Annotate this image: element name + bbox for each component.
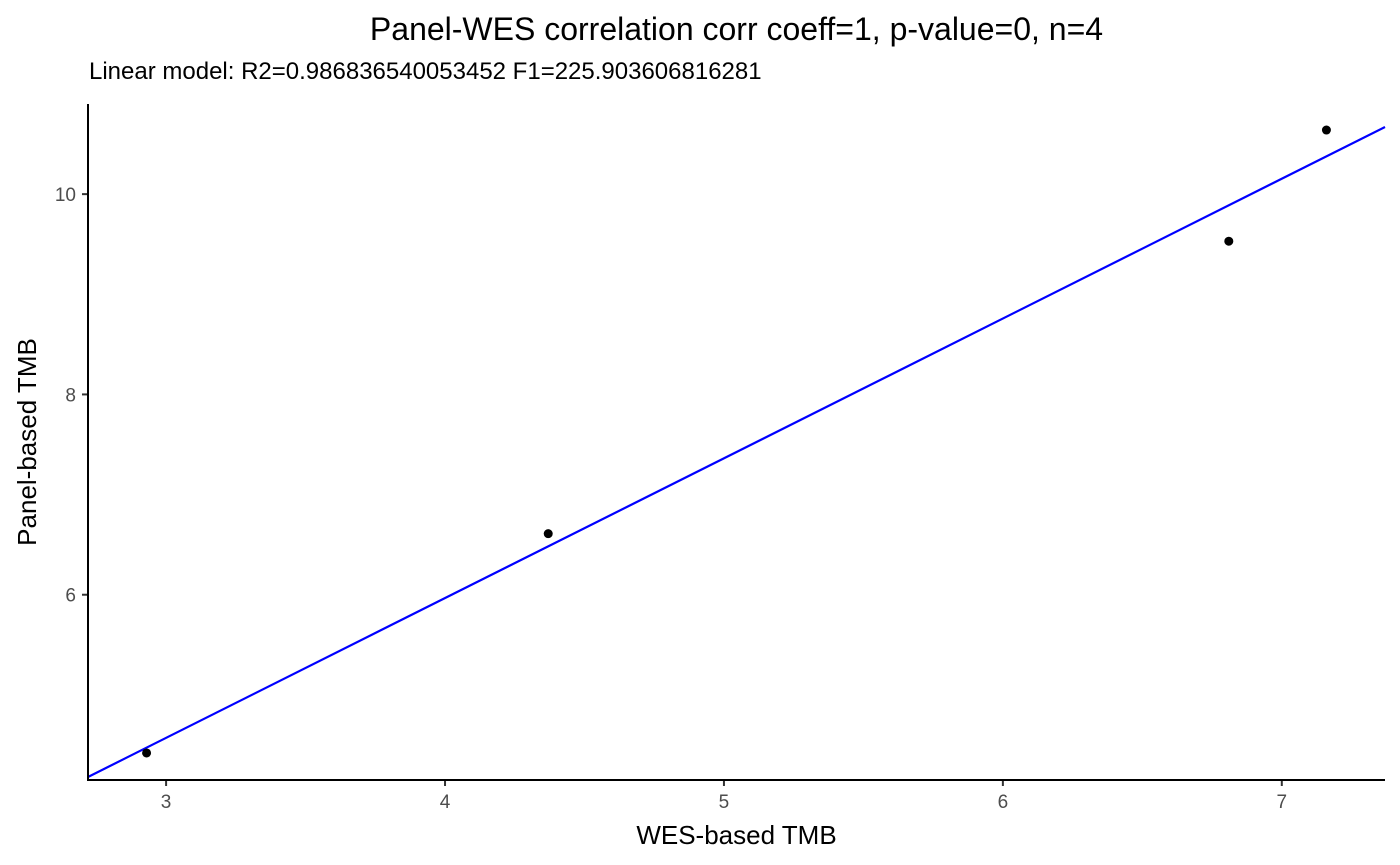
y-tick-label: 10: [55, 185, 76, 206]
regression-line: [87, 126, 1386, 778]
data-point: [1321, 125, 1331, 135]
y-axis-ticks: 6 8 10: [55, 185, 88, 607]
plot-marks: [87, 125, 1386, 778]
x-tick-label: 3: [161, 792, 172, 813]
x-axis-ticks: 3 4 5 6 7: [161, 780, 1287, 813]
x-tick-label: 5: [719, 792, 730, 813]
y-axis-title: Panel-based TMB: [12, 338, 42, 546]
data-point: [1224, 236, 1234, 246]
y-tick-label: 8: [65, 385, 76, 406]
chart-subtitle: Linear model: R2=0.986836540053452 F1=22…: [89, 58, 762, 85]
chart-title: Panel-WES correlation corr coeff=1, p-va…: [369, 11, 1104, 47]
x-tick-label: 6: [998, 792, 1009, 813]
x-tick-label: 4: [440, 792, 451, 813]
data-point: [142, 748, 152, 758]
y-tick-label: 6: [65, 586, 76, 607]
x-tick-label: 7: [1277, 792, 1288, 813]
data-point: [543, 529, 553, 539]
x-axis-title: WES-based TMB: [636, 820, 836, 850]
